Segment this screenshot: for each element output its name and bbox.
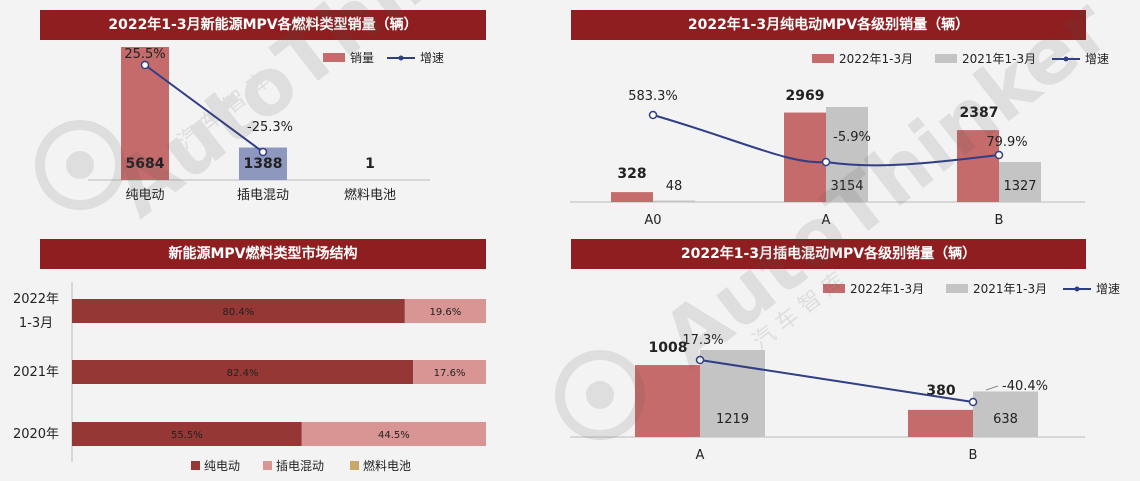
chart4-legend-2021-swatch xyxy=(946,284,968,293)
chart1-growth-point xyxy=(140,60,150,70)
chart4-value-2021: 638 xyxy=(993,412,1018,427)
chart2-value-2021: 48 xyxy=(666,179,683,194)
chart3-legend-swatch xyxy=(350,461,359,470)
chart1-value-label: 1388 xyxy=(244,156,283,172)
svg-text:AutoThinker: AutoThinker xyxy=(646,0,1127,385)
chart2-legend-2022-swatch xyxy=(812,54,834,63)
chart3-legend-label: 燃料电池 xyxy=(363,458,411,473)
chart3-segment-phev xyxy=(404,299,486,323)
chart3-segment-bev xyxy=(72,422,302,446)
chart1-value-label: 1 xyxy=(365,156,375,172)
chart2-growth-point xyxy=(821,157,831,167)
chart2-value-2021: 3154 xyxy=(830,179,863,194)
chart3-category-label: 2021年 xyxy=(13,365,59,380)
chart4-bar-2022 xyxy=(635,365,700,437)
chart2-bar-2021 xyxy=(826,107,868,202)
chart1-value-label: 5684 xyxy=(126,156,165,172)
chart2-value-2021: 1327 xyxy=(1003,179,1036,194)
chart3-category-label: 2020年 xyxy=(13,427,59,442)
chart4-legend-growth-marker xyxy=(1074,286,1080,292)
chart1-legend-sales-swatch xyxy=(323,53,345,62)
chart2-bar-2022 xyxy=(784,112,826,202)
chart2-growth-label: -5.9% xyxy=(833,130,871,145)
chart3-segment-label: 19.6% xyxy=(430,307,462,318)
chart1-growth-point xyxy=(258,147,268,157)
chart3-legend-label: 纯电动 xyxy=(204,459,240,473)
chart4-growth-point xyxy=(968,397,978,407)
chart2-growth-label: 79.9% xyxy=(986,135,1027,150)
chart3-segment-label: 17.6% xyxy=(434,368,466,379)
chart2-bar-2022 xyxy=(957,130,999,202)
chart2-bar-2021 xyxy=(653,200,695,202)
chart3-legend-swatch xyxy=(263,461,272,470)
chart4-legend-2021-label: 2021年1-3月 xyxy=(973,282,1047,296)
chart2-category-label: A xyxy=(822,213,831,228)
chart3-legend-label: 插电混动 xyxy=(276,459,324,473)
chart2-category-label: A0 xyxy=(644,213,661,228)
chart4-legend-2022-swatch xyxy=(823,284,845,293)
chart2-growth-point xyxy=(994,150,1004,160)
chart4-growth-label: 17.3% xyxy=(682,333,723,348)
chart4-leader-line xyxy=(985,385,999,391)
chart2-title: 2022年1-3月纯电动MPV各级别销量（辆） xyxy=(571,10,1086,40)
chart3-segment-label: 80.4% xyxy=(223,307,255,318)
chart1-category-label: 燃料电池 xyxy=(344,187,396,203)
chart3-segment-label: 82.4% xyxy=(227,368,259,379)
chart1-category-label: 插电混动 xyxy=(237,188,289,203)
chart3-segment-label: 55.5% xyxy=(171,430,203,441)
chart3-segment-phev xyxy=(301,422,486,446)
chart4-legend-2022-label: 2022年1-3月 xyxy=(850,282,924,296)
chart3-title: 新能源MPV燃料类型市场结构 xyxy=(40,239,486,269)
chart2-legend-growth-marker xyxy=(1063,56,1069,62)
chart1-legend-sales-label: 销量 xyxy=(350,51,374,65)
chart3-segment-label: 44.5% xyxy=(378,430,410,441)
chart1-growth-label: 25.5% xyxy=(124,47,165,62)
chart3-category-label: 1-3月 xyxy=(19,316,53,331)
chart1-growth-line xyxy=(144,64,264,153)
chart2-value-2022: 2969 xyxy=(786,88,825,104)
chart4-category-label: A xyxy=(696,448,705,463)
chart1-growth-label: -25.3% xyxy=(247,120,293,135)
chart3-category-label: 2022年 xyxy=(13,292,59,307)
chart2-growth-label: 583.3% xyxy=(628,89,678,104)
chart2-growth-point xyxy=(648,110,658,120)
chart2-value-2022: 328 xyxy=(617,166,646,182)
chart1-legend-growth-label: 增速 xyxy=(420,51,444,65)
chart4-growth-line xyxy=(699,359,974,403)
chart2-legend-2022-label: 2022年1-3月 xyxy=(839,52,913,66)
chart1-legend-growth-marker xyxy=(398,55,404,61)
chart4-value-2022: 1008 xyxy=(649,340,688,356)
chart1-category-label: 纯电动 xyxy=(125,188,164,203)
chart2-legend-2021-swatch xyxy=(935,54,957,63)
chart2-value-2022: 2387 xyxy=(960,105,999,121)
chart3-segment-bev xyxy=(72,299,405,323)
chart2-legend-2021-label: 2021年1-3月 xyxy=(962,52,1036,66)
chart4-bar-2022 xyxy=(908,409,973,437)
chart4-growth-point xyxy=(695,355,705,365)
chart3-legend-swatch xyxy=(191,461,200,470)
chart4-growth-label: -40.4% xyxy=(1002,379,1048,394)
chart4-value-2021: 1219 xyxy=(716,412,749,427)
chart4-legend-growth-label: 增速 xyxy=(1096,282,1120,296)
chart4-title: 2022年1-3月插电混动MPV各级别销量（辆） xyxy=(571,239,1086,269)
chart2-legend-growth-label: 增速 xyxy=(1085,52,1109,66)
chart4-category-label: B xyxy=(969,448,978,463)
svg-text:AutoThinker: AutoThinker xyxy=(96,0,577,235)
chart2-bar-2022 xyxy=(611,192,653,202)
chart2-bar-2021 xyxy=(999,162,1041,202)
chart3-segment-bev xyxy=(72,360,414,384)
chart1-title: 2022年1-3月新能源MPV各燃料类型销量（辆） xyxy=(40,10,486,40)
chart4-bar-2021 xyxy=(973,391,1038,437)
chart3-segment-phev xyxy=(413,360,486,384)
chart2-category-label: B xyxy=(995,213,1004,228)
